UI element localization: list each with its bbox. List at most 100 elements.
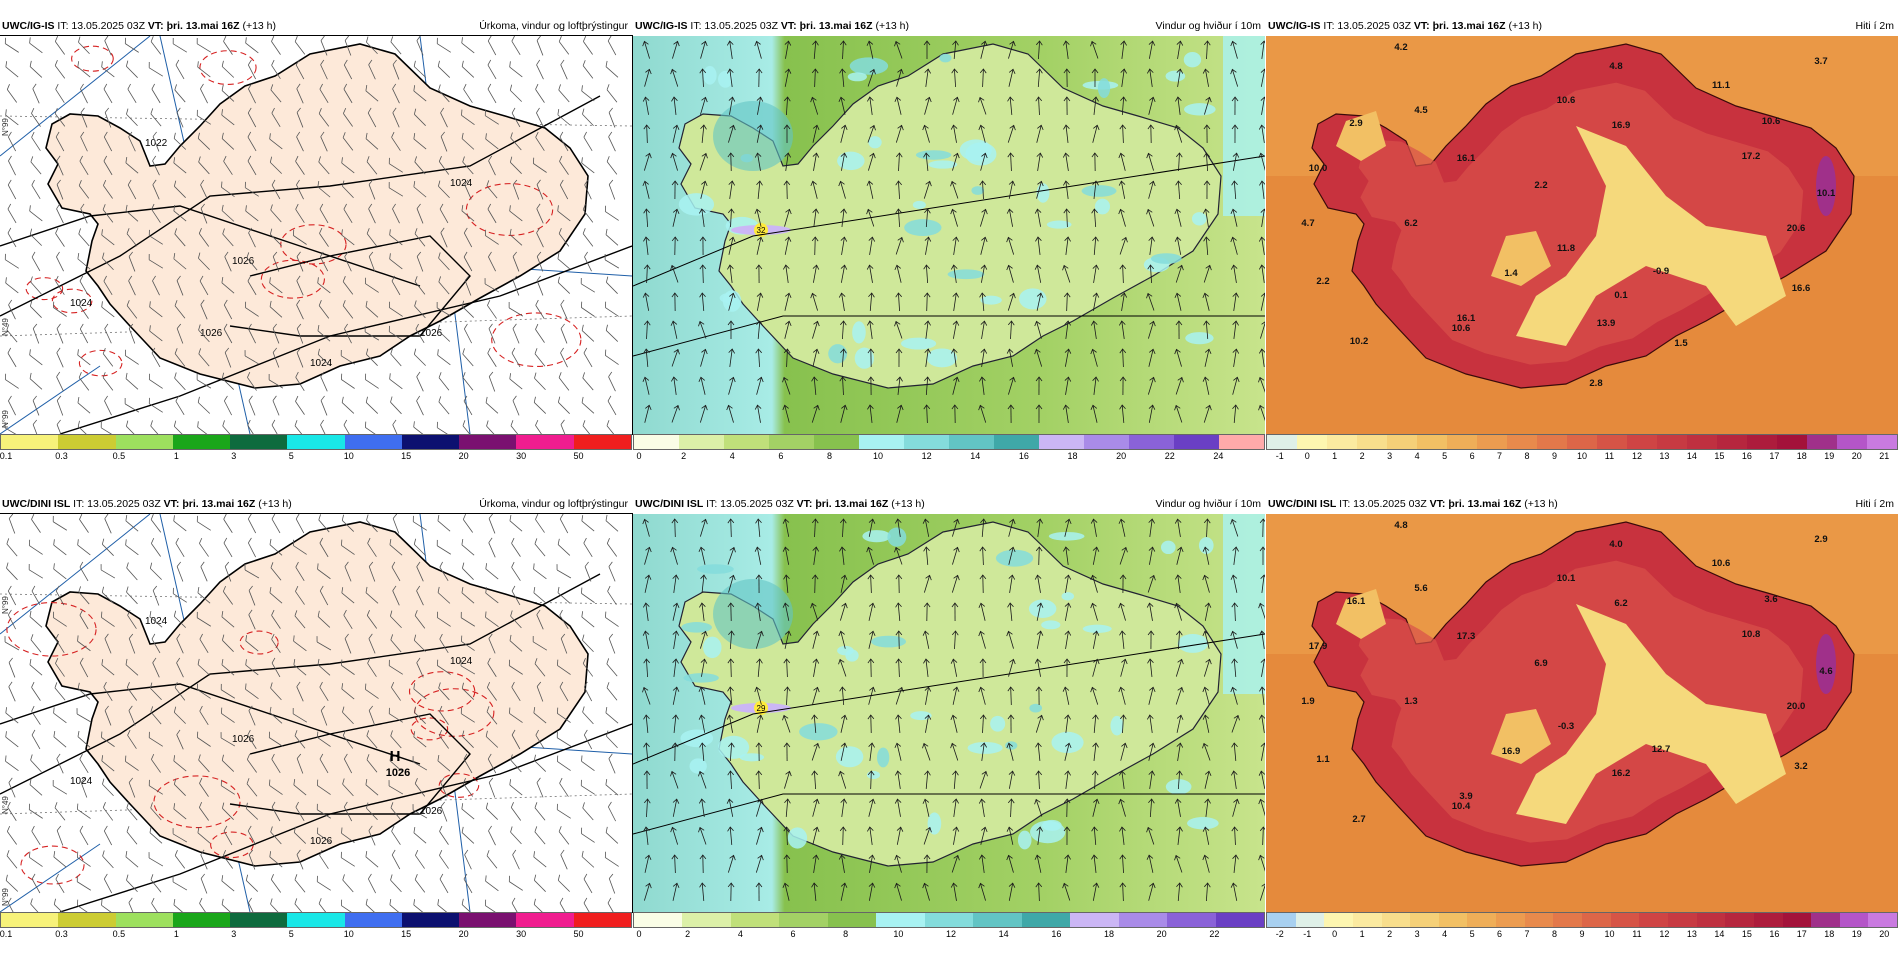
legend-swatch [1219, 435, 1264, 449]
legend-label: -1 [1276, 451, 1284, 461]
legend-label: 0 [1332, 929, 1337, 939]
map-svg: 1022102410261024102610241026N°99N°49N°99 [0, 36, 632, 434]
valid-time: þri. 13.mai 16Z [815, 498, 888, 510]
color-legend [1266, 434, 1898, 450]
isobar-label: 1026 [232, 256, 255, 267]
valid-time: þri. 13.mai 16Z [1448, 498, 1521, 510]
legend-label: 12 [1659, 929, 1669, 939]
wind-patch [939, 54, 951, 63]
legend-label: 12 [922, 451, 932, 461]
legend-swatch [345, 913, 402, 927]
temperature-label: 16.9 [1502, 746, 1521, 757]
latitude-label: N°49 [1, 796, 10, 814]
legend-swatch [1324, 913, 1353, 927]
temperature-label: 10.1 [1557, 573, 1576, 584]
issue-label: IT: [688, 20, 705, 32]
legend-swatch [1807, 435, 1837, 449]
panel-header: UWC/IG-IS IT: 13.05.2025 03Z VT: þri. 13… [2, 20, 628, 36]
legend-label: 16 [1051, 929, 1061, 939]
legend-swatch [516, 913, 573, 927]
legend-swatch [1267, 913, 1296, 927]
wind-patch [1098, 78, 1110, 98]
issue-time: 13.05.2025 03Z [720, 498, 794, 510]
wind-patch [1049, 532, 1085, 541]
run-info: UWC/DINI ISL IT: 13.05.2025 03Z VT: þri.… [635, 498, 925, 510]
panel-header: UWC/IG-IS IT: 13.05.2025 03Z VT: þri. 13… [635, 20, 1261, 36]
legend-label: 6 [1497, 929, 1502, 939]
legend-label: 13 [1659, 451, 1669, 461]
legend-swatch [1357, 435, 1387, 449]
legend-swatch [1567, 435, 1597, 449]
legend-swatch [116, 913, 173, 927]
legend-swatch [1267, 435, 1297, 449]
wind-patch [916, 150, 951, 159]
legend-swatch [574, 913, 631, 927]
legend-swatch [1382, 913, 1411, 927]
legend-label: 30 [516, 451, 526, 461]
wind-patch [1029, 599, 1057, 618]
legend-label: 6 [790, 929, 795, 939]
panel-header: UWC/IG-IS IT: 13.05.2025 03Z VT: þri. 13… [1268, 20, 1894, 36]
wind-patch [871, 636, 906, 648]
wind-patch [703, 637, 721, 659]
legend-swatch [1216, 913, 1264, 927]
legend-label: 14 [999, 929, 1009, 939]
run-info: UWC/IG-IS IT: 13.05.2025 03Z VT: þri. 13… [1268, 20, 1542, 32]
legend-label: 14 [1714, 929, 1724, 939]
legend-label: 22 [1165, 451, 1175, 461]
wind-patch [928, 812, 942, 834]
legend-swatch [1039, 435, 1084, 449]
temperature-label: 0.1 [1614, 290, 1628, 301]
wind-patch [1042, 820, 1062, 831]
legend-swatch [1297, 435, 1327, 449]
wind-field-patch [1223, 36, 1265, 216]
legend-swatch [1387, 435, 1417, 449]
wind-patch [1029, 704, 1042, 713]
legend-label: 10 [1577, 451, 1587, 461]
wind-patch [1187, 817, 1219, 829]
gust-value: 32 [757, 226, 766, 235]
legend-swatch [1507, 435, 1537, 449]
panel-title: Vindur og hviður í 10m [1156, 498, 1261, 510]
legend-swatch [1, 913, 58, 927]
map-area: 29 [633, 514, 1265, 912]
legend-swatch [1553, 913, 1582, 927]
legend-swatch [814, 435, 859, 449]
legend-label: 6 [1470, 451, 1475, 461]
legend-swatch [58, 435, 115, 449]
temperature-label: 10.8 [1742, 629, 1761, 640]
lead-time: (+13 h) [1506, 20, 1542, 32]
legend-swatch [828, 913, 876, 927]
temperature-label: 6.2 [1614, 598, 1627, 609]
color-legend [1266, 912, 1898, 928]
legend-swatch [402, 913, 459, 927]
legend-label: 0 [636, 451, 641, 461]
legend-swatch [779, 913, 827, 927]
isobar-label: 1024 [450, 178, 473, 189]
temperature-label: 5.6 [1414, 583, 1427, 594]
legend-label: 1 [174, 929, 179, 939]
wind-patch [980, 296, 1001, 305]
issue-label: IT: [703, 498, 720, 510]
model-name: UWC/DINI ISL [1268, 498, 1336, 510]
legend-label: 0.5 [113, 451, 126, 461]
valid-time: þri. 13.mai 16Z [800, 20, 873, 32]
legend-swatch [1070, 913, 1118, 927]
valid-label: VT: [148, 20, 167, 32]
legend-label: 8 [827, 451, 832, 461]
legend-swatch [1167, 913, 1215, 927]
legend-swatch [904, 435, 949, 449]
map-area: 102410241026102410261026H1026N°99N°49N°9… [0, 514, 632, 912]
temperature-label: 10.6 [1762, 116, 1781, 127]
legend-swatch [1467, 913, 1496, 927]
gust-value: 29 [757, 704, 766, 713]
temperature-label: -0.9 [1653, 266, 1669, 277]
temperature-label: 20.6 [1787, 223, 1806, 234]
temperature-label: 4.5 [1414, 105, 1428, 116]
wind-patch [837, 152, 865, 171]
temperature-label: 3.6 [1764, 594, 1777, 605]
legend-label: 19 [1852, 929, 1862, 939]
